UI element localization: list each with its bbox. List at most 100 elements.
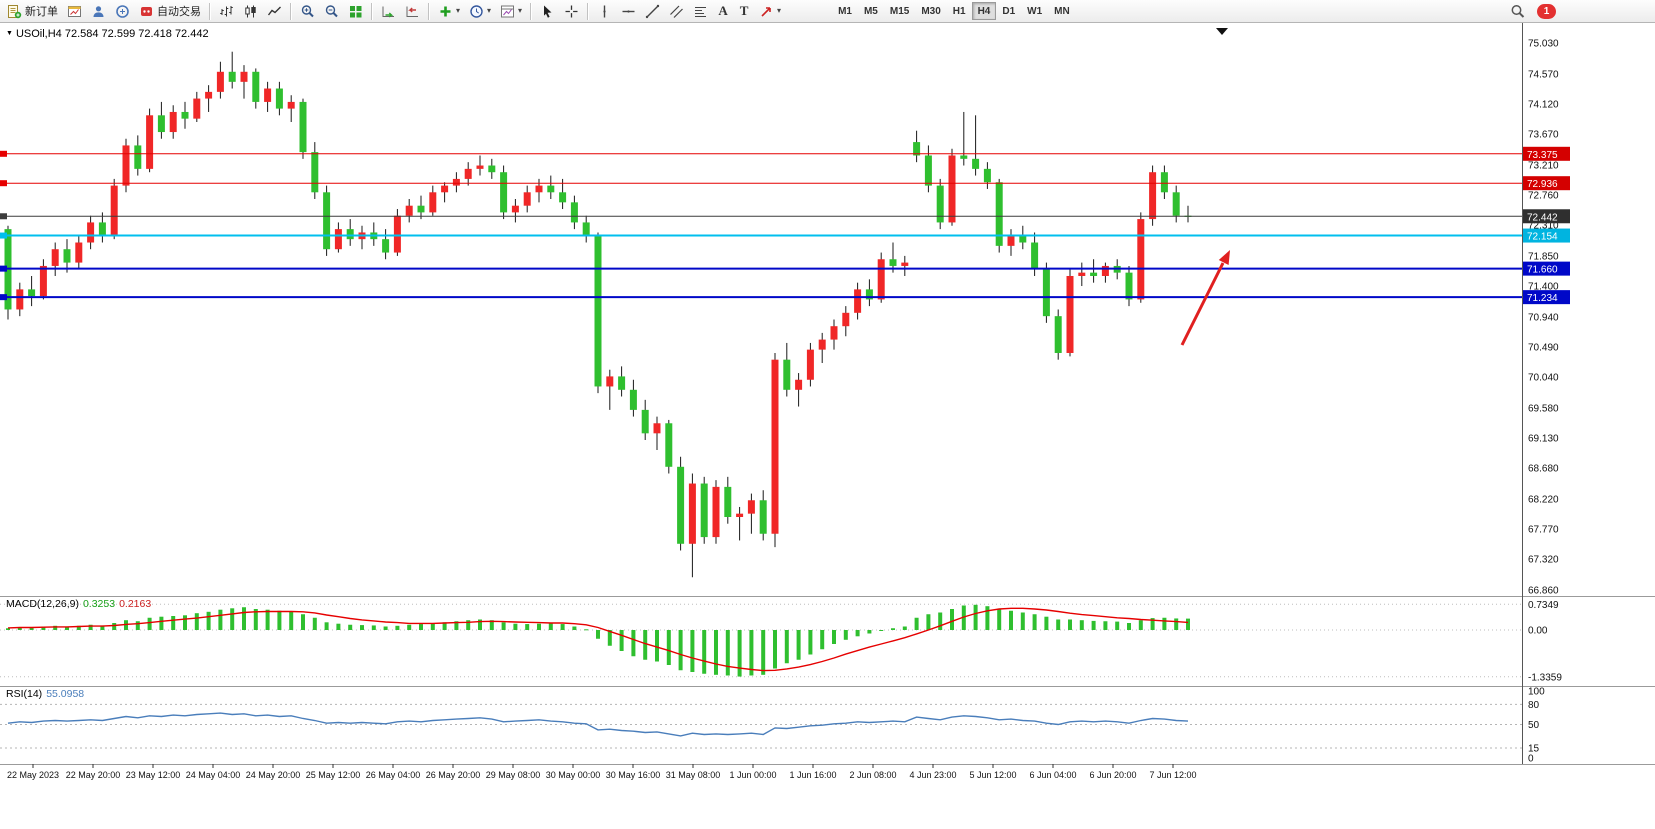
zoom-out-button[interactable] xyxy=(320,1,343,21)
timeframe-h1-button[interactable]: H1 xyxy=(947,2,972,20)
candle-body xyxy=(382,239,390,253)
timeframe-mn-button[interactable]: MN xyxy=(1048,2,1076,20)
price-tag xyxy=(1523,146,1570,161)
macd-bar xyxy=(312,617,317,630)
autotrading-button[interactable]: 自动交易 xyxy=(135,1,205,21)
trendline-tool-button[interactable] xyxy=(641,1,664,21)
channel-tool-button[interactable] xyxy=(665,1,688,21)
svg-text:73.670: 73.670 xyxy=(1528,130,1559,141)
search-button[interactable] xyxy=(1506,1,1529,21)
notification-badge[interactable]: 1 xyxy=(1537,3,1556,19)
arrows-tool-button[interactable]: ▾ xyxy=(755,1,785,21)
line-handle[interactable] xyxy=(0,150,7,157)
crosshair-button[interactable] xyxy=(560,1,583,21)
candle-body xyxy=(1054,316,1062,353)
candle-body xyxy=(1090,272,1098,276)
toolbar-separator xyxy=(371,2,373,20)
horizontal-line-tool-button[interactable] xyxy=(617,1,640,21)
svg-text:74.120: 74.120 xyxy=(1528,99,1559,110)
macd-signal-value: 0.2163 xyxy=(119,598,152,610)
svg-text:0: 0 xyxy=(1528,754,1534,765)
new-order-button[interactable]: 新订单 xyxy=(3,1,62,21)
macd-bar xyxy=(100,625,105,630)
line-chart-button[interactable] xyxy=(263,1,286,21)
svg-text:70.490: 70.490 xyxy=(1528,342,1559,353)
candle-body xyxy=(995,182,1003,246)
templates-button[interactable]: ▾ xyxy=(496,1,526,21)
candlestick-chart-button[interactable] xyxy=(239,1,262,21)
macd-bar xyxy=(242,607,246,630)
auto-scroll-button[interactable] xyxy=(377,1,400,21)
svg-text:0.00: 0.00 xyxy=(1528,626,1548,637)
candle-body xyxy=(405,205,413,216)
timeframe-m30-button[interactable]: M30 xyxy=(915,2,946,20)
candle-body xyxy=(16,289,24,310)
timeframe-h4-button[interactable]: H4 xyxy=(971,2,997,20)
line-handle[interactable] xyxy=(0,213,7,220)
timeframe-d1-button[interactable]: D1 xyxy=(996,2,1021,20)
svg-text:68.680: 68.680 xyxy=(1528,464,1559,475)
fibonacci-tool-button[interactable] xyxy=(689,1,712,21)
timeframe-m15-button[interactable]: M15 xyxy=(884,2,915,20)
line-handle[interactable] xyxy=(0,232,7,239)
cursor-button[interactable] xyxy=(536,1,559,21)
macd-bar xyxy=(1186,618,1190,630)
macd-bar xyxy=(407,624,412,630)
candle-body xyxy=(28,289,36,297)
profiles-button[interactable] xyxy=(87,1,110,21)
candle-body xyxy=(901,262,909,266)
zoom-in-button[interactable] xyxy=(296,1,319,21)
new-chart-button[interactable] xyxy=(63,1,86,21)
timeframe-w1-button[interactable]: W1 xyxy=(1021,2,1048,20)
macd-bar xyxy=(702,630,707,674)
indicators-button[interactable]: ▾ xyxy=(434,1,464,21)
zoom-in-icon xyxy=(301,4,314,17)
symbol-dropdown-icon[interactable]: ▼ xyxy=(6,30,13,37)
scroll-marker-icon[interactable] xyxy=(1216,28,1228,35)
vertical-line-tool-button[interactable] xyxy=(593,1,616,21)
bar-chart-button[interactable] xyxy=(215,1,238,21)
crosshair-icon xyxy=(565,5,578,17)
time-label: 2 Jun 08:00 xyxy=(849,770,896,780)
timeframe-m1-button[interactable]: M1 xyxy=(832,2,858,20)
autotrading-label: 自动交易 xyxy=(157,6,201,18)
trend-arrow-annotation[interactable] xyxy=(1180,250,1230,346)
label-tool-button[interactable]: T xyxy=(734,1,754,21)
macd-indicator-label: MACD(12,26,9) 0.3253 0.2163 xyxy=(6,598,151,610)
chart-window[interactable]: 75.030 74.570 74.120 73.670 73.210 72.760 72.3… xyxy=(0,23,1655,829)
line-handle[interactable] xyxy=(0,294,7,301)
line-handle[interactable] xyxy=(0,265,7,272)
channel-icon xyxy=(670,5,683,18)
candle-body xyxy=(441,185,449,193)
candle-body xyxy=(806,349,814,380)
candle-body xyxy=(582,222,590,236)
price-tag xyxy=(1523,290,1570,305)
macd-bar xyxy=(336,623,341,630)
timeframe-m5-button[interactable]: M5 xyxy=(858,2,884,20)
line-handle[interactable] xyxy=(0,180,7,187)
price-chart[interactable]: 75.030 74.570 74.120 73.670 73.210 72.760 72.3… xyxy=(0,23,1655,829)
macd-bar xyxy=(513,623,518,630)
candle-body xyxy=(972,158,980,169)
data-window-button[interactable] xyxy=(111,1,134,21)
macd-bar xyxy=(584,629,589,631)
svg-text:69.580: 69.580 xyxy=(1528,403,1559,414)
time-label: 25 May 12:00 xyxy=(306,770,361,780)
template-icon xyxy=(501,5,515,17)
periods-button[interactable]: ▾ xyxy=(465,1,495,21)
text-tool-button[interactable]: A xyxy=(713,1,733,21)
chart-shift-button[interactable] xyxy=(401,1,424,21)
profile-icon xyxy=(93,5,104,17)
candle-body xyxy=(948,155,956,223)
macd-bar xyxy=(419,624,423,630)
chart-background xyxy=(0,23,1655,829)
macd-bar xyxy=(737,630,742,677)
tile-windows-button[interactable] xyxy=(344,1,367,21)
macd-bar xyxy=(289,611,294,630)
macd-bar xyxy=(867,630,872,634)
macd-bar xyxy=(891,628,895,630)
candle-body xyxy=(771,359,779,534)
macd-bar xyxy=(371,625,376,630)
macd-bar xyxy=(808,630,813,655)
price-tag-label: 71.234 xyxy=(1527,293,1558,304)
